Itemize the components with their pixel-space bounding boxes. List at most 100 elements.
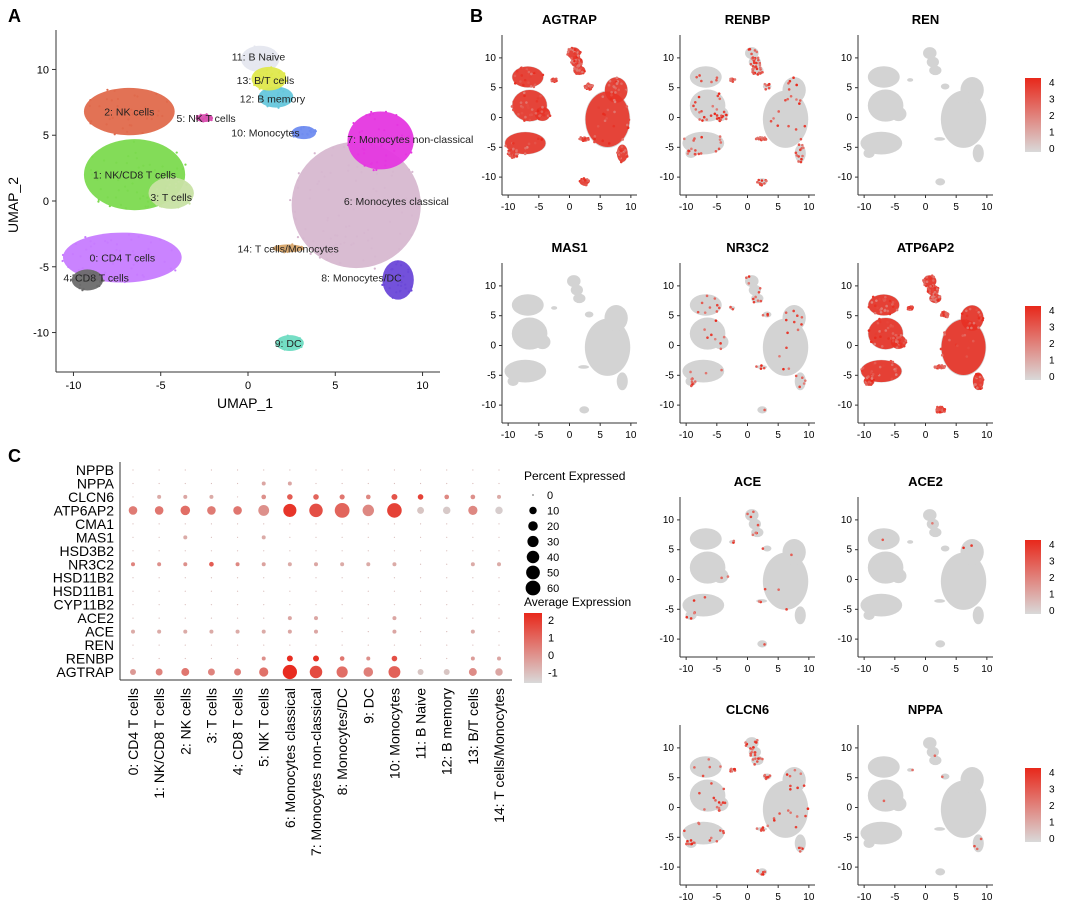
- cell-point: [273, 77, 277, 80]
- expr-point: [911, 768, 914, 772]
- expr-point: [936, 365, 940, 369]
- size-legend-dot: [525, 580, 541, 596]
- cell-point: [202, 117, 205, 121]
- x-tick-label: 0: [745, 202, 751, 213]
- expr-point: [553, 79, 557, 82]
- expr-point: [763, 82, 767, 86]
- expression-dot: [341, 536, 343, 538]
- expr-point: [537, 117, 541, 121]
- expr-point: [620, 149, 623, 153]
- legend-tick-label: 4: [1049, 306, 1055, 317]
- expr-point: [902, 341, 906, 345]
- expression-dot: [132, 523, 134, 525]
- expression-legend-bar: [1025, 78, 1041, 152]
- cell-point: [404, 153, 408, 156]
- cell-point: [61, 259, 64, 263]
- y-tick-label: 10: [841, 281, 853, 292]
- x-tick-label: 0: [923, 892, 929, 900]
- cell-point: [283, 251, 286, 254]
- expression-dot: [282, 664, 297, 680]
- expr-point: [873, 336, 877, 340]
- expr-point: [613, 85, 616, 89]
- expr-point: [797, 143, 801, 146]
- expression-dot: [261, 535, 266, 540]
- expr-point: [582, 177, 586, 180]
- expr-point: [749, 747, 752, 750]
- expr-point: [800, 157, 803, 161]
- cell-point: [153, 255, 156, 258]
- cell-region: [923, 47, 937, 60]
- expression-dot: [235, 629, 240, 634]
- expression-dot: [184, 644, 186, 646]
- cell-region: [863, 838, 875, 849]
- expr-point: [762, 366, 766, 370]
- expr-point: [719, 803, 723, 806]
- expr-point: [979, 387, 982, 391]
- expr-point: [974, 383, 977, 386]
- cell-point: [99, 279, 102, 283]
- cell-point: [172, 197, 175, 201]
- expression-dot: [446, 604, 448, 606]
- expr-point: [883, 309, 887, 312]
- expr-point: [894, 340, 898, 344]
- legend-tick-label: 2: [1049, 801, 1055, 812]
- expression-dot: [446, 536, 448, 538]
- x-tick-label: -5: [712, 202, 721, 213]
- x-tick-label: -5: [890, 430, 899, 441]
- cell-point: [381, 283, 384, 286]
- cell-region: [712, 568, 729, 584]
- cell-point: [110, 257, 113, 260]
- cell-point: [127, 233, 131, 236]
- x-tick-label: -10: [66, 380, 82, 392]
- cell-point: [351, 198, 354, 202]
- expression-dot: [468, 505, 478, 515]
- expression-dot: [236, 617, 239, 619]
- cell-point: [204, 116, 207, 119]
- cell-point: [377, 128, 381, 131]
- expr-point: [943, 408, 946, 412]
- expr-point: [759, 367, 763, 370]
- cell-point: [110, 99, 113, 102]
- expr-point: [623, 90, 627, 93]
- expr-point: [788, 774, 792, 778]
- expression-dot: [130, 669, 136, 675]
- cell-point: [106, 241, 109, 244]
- expr-point: [929, 298, 933, 302]
- expr-point: [511, 150, 515, 153]
- x-tick-label: 5: [953, 202, 959, 213]
- cell-region: [935, 868, 946, 876]
- expr-point: [510, 156, 514, 159]
- y-tick-label: -10: [660, 862, 675, 873]
- cell-point: [77, 268, 80, 272]
- y-tick-label: 10: [37, 64, 49, 76]
- cell-point: [284, 99, 287, 102]
- expression-dot: [287, 494, 293, 500]
- expr-point: [541, 105, 544, 109]
- expression-dot: [154, 506, 164, 515]
- cluster-label: 13: B/T cells: [237, 75, 295, 87]
- cell-point: [134, 151, 137, 154]
- cell-point: [135, 157, 138, 160]
- expr-point: [786, 97, 790, 101]
- expr-point: [865, 383, 868, 386]
- y-tick-label: 5: [490, 83, 496, 94]
- cell-point: [270, 66, 273, 69]
- y-tick-label: -10: [33, 328, 49, 340]
- expr-point: [603, 119, 607, 123]
- expr-point: [932, 298, 935, 301]
- expr-point: [797, 160, 800, 163]
- cell-point: [92, 270, 95, 274]
- legend-tick-label: 3: [1049, 95, 1055, 106]
- expr-point: [718, 809, 721, 812]
- expr-point: [516, 71, 520, 75]
- expr-point: [721, 829, 725, 833]
- cell-point: [331, 252, 334, 256]
- cell-point: [326, 219, 329, 222]
- cell-point: [393, 201, 396, 204]
- expression-dot: [132, 617, 134, 619]
- x-tick-label: -10: [679, 202, 694, 213]
- expression-legend-bar: [1025, 540, 1041, 614]
- cell-point: [350, 243, 353, 246]
- expression-dot: [184, 604, 186, 606]
